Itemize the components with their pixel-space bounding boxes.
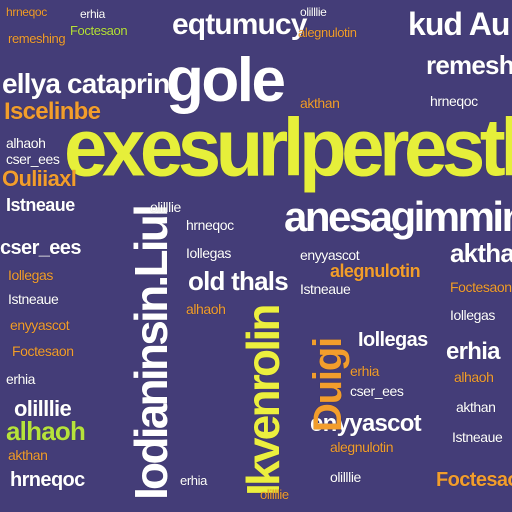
texture-word: Istneaue: [452, 429, 503, 445]
texture-word: erhia: [6, 371, 36, 387]
texture-word: olilllie: [260, 487, 289, 502]
texture-word: Foctesaon: [450, 279, 512, 295]
texture-word: olilllie: [300, 5, 327, 19]
texture-word: Iollegas: [450, 307, 495, 323]
texture-word: erhia: [180, 473, 207, 488]
word-ikvenrolin: Ikvenrolin: [237, 306, 289, 496]
texture-word: remeshing: [8, 31, 66, 46]
texture-word: erhia: [350, 363, 380, 379]
texture-word: alhaoh: [6, 135, 46, 151]
word-anesagimmin: anesagimmin: [284, 193, 512, 240]
word-duigi: Duigi: [306, 338, 350, 432]
word-iollegas: Iollegas: [358, 329, 428, 351]
word-alhaoh: alhaoh: [6, 416, 86, 446]
texture-word: alegnulotin: [330, 439, 394, 455]
word-ouliiaxl: Ouliiaxl: [2, 166, 77, 191]
word-old-thals: old thals: [188, 266, 289, 296]
texture-word: akthan: [300, 95, 340, 111]
texture-word: olilllie: [330, 469, 361, 485]
texture-word: enyyascot: [10, 317, 70, 333]
word-enyyascot: enyyascot: [310, 410, 422, 437]
word-remeshing: remeshing: [426, 50, 512, 80]
word-gole: gole: [166, 46, 286, 115]
word-istneaue: Istneaue: [6, 195, 75, 215]
texture-word: akthan: [456, 399, 496, 415]
texture-word: Foctesaon: [12, 343, 74, 359]
word-headline: exesurlperestl: [64, 100, 512, 194]
texture-word: hrneqoc: [430, 93, 478, 109]
word-iodianinsin-liul: Iodianinsin.Liul: [125, 206, 177, 500]
word-iscelinbe: Iscelinbe: [4, 98, 101, 125]
word-foctesaon: Foctesaon: [436, 469, 512, 491]
word-erhia: erhia: [446, 338, 500, 365]
texture-word: Iollegas: [8, 267, 53, 283]
word-ellya-cataprin: ellya cataprin: [2, 68, 170, 99]
texture-word: Foctesaon: [70, 23, 128, 38]
texture-word: Iollegas: [186, 245, 231, 261]
texture-word: alhaoh: [186, 301, 226, 317]
texture-word: Istneaue: [8, 291, 59, 307]
texture-word: enyyascot: [300, 247, 360, 263]
word-eqtumucy: eqtumucy: [172, 8, 307, 41]
texture-word: cser_ees: [350, 383, 404, 399]
texture-word: hrneqoc: [6, 5, 47, 19]
texture-word: erhia: [80, 7, 105, 21]
word-olilllie: olilllie: [14, 396, 72, 421]
texture-word: alhaoh: [454, 369, 494, 385]
word-alegnulotin: alegnulotin: [330, 261, 421, 281]
word-akthan: akthan: [450, 238, 512, 268]
texture-word: akthan: [8, 447, 48, 463]
texture-word: hrneqoc: [186, 217, 234, 233]
texture-word: Istneaue: [300, 281, 351, 297]
word-cser-ees: cser_ees: [0, 237, 81, 259]
texture-word: cser_ees: [6, 151, 60, 167]
word-hrneqoc: hrneqoc: [10, 469, 85, 491]
word-kud-au: kud Au: [408, 6, 510, 42]
texture-word: olilllie: [150, 199, 181, 215]
texture-word: alegnulotin: [298, 25, 357, 40]
